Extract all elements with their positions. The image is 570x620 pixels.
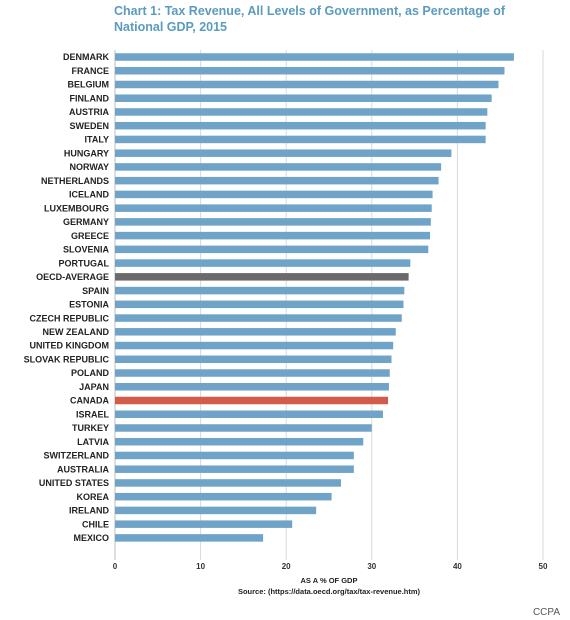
bar-denmark bbox=[115, 53, 514, 61]
bar-turkey bbox=[115, 424, 372, 432]
category-label: FRANCE bbox=[72, 66, 110, 76]
bar-luxembourg bbox=[115, 204, 432, 212]
x-tick-label: 20 bbox=[282, 562, 291, 571]
bar-spain bbox=[115, 286, 405, 295]
category-label: SWEDEN bbox=[69, 121, 109, 131]
category-label: IRELAND bbox=[69, 506, 109, 516]
x-tick-label: 0 bbox=[113, 562, 118, 571]
category-label: NETHERLANDS bbox=[41, 176, 109, 186]
category-label: GERMANY bbox=[63, 217, 109, 227]
category-label: LUXEMBOURG bbox=[44, 203, 109, 213]
x-axis-title: AS A % OF GDP bbox=[301, 576, 358, 585]
category-label: NEW ZEALAND bbox=[43, 327, 110, 337]
category-label: CHILE bbox=[82, 519, 109, 529]
bar-united-kingdom bbox=[115, 341, 394, 350]
source-note: Source: (https://data.oecd.org/tax/tax-r… bbox=[238, 587, 421, 596]
bar-canada bbox=[115, 396, 389, 405]
bar-ireland bbox=[115, 506, 317, 515]
category-label: GREECE bbox=[71, 231, 109, 241]
category-label: UNITED KINGDOM bbox=[30, 341, 110, 351]
bar-switzerland bbox=[115, 451, 354, 460]
category-label: BELGIUM bbox=[68, 80, 110, 90]
category-label: CZECH REPUBLIC bbox=[29, 313, 109, 323]
bar-france bbox=[115, 66, 505, 75]
category-label: UNITED STATES bbox=[39, 478, 109, 488]
bar-hungary bbox=[115, 149, 452, 157]
x-tick-label: 40 bbox=[453, 562, 462, 571]
bar-germany bbox=[115, 218, 431, 226]
category-label: NORWAY bbox=[69, 162, 109, 172]
x-tick-label: 50 bbox=[539, 562, 548, 571]
bar-japan bbox=[115, 383, 389, 391]
bar-korea bbox=[115, 492, 332, 501]
bar-italy bbox=[115, 135, 486, 144]
bar-slovak-republic bbox=[115, 355, 392, 364]
category-label: ESTONIA bbox=[69, 300, 109, 310]
bar-new-zealand bbox=[115, 328, 396, 336]
category-label: MEXICO bbox=[73, 533, 109, 543]
category-label: FINLAND bbox=[70, 93, 110, 103]
category-label: TURKEY bbox=[72, 423, 109, 433]
bar-estonia bbox=[115, 300, 404, 309]
bar-united-states bbox=[115, 479, 341, 487]
bar-sweden bbox=[115, 121, 486, 130]
x-tick-label: 10 bbox=[196, 562, 205, 571]
bar-finland bbox=[115, 94, 492, 102]
bar-czech-republic bbox=[115, 314, 402, 322]
category-label: OECD-AVERAGE bbox=[36, 272, 109, 282]
category-label: ITALY bbox=[84, 135, 109, 145]
bar-mexico bbox=[115, 534, 264, 542]
x-tick-labels: 0 10 20 30 40 50 bbox=[113, 562, 548, 571]
category-label: ISRAEL bbox=[76, 409, 110, 419]
bar-portugal bbox=[115, 259, 411, 267]
category-label: SWITZERLAND bbox=[44, 451, 110, 461]
bar-slovenia bbox=[115, 245, 429, 254]
bars bbox=[115, 53, 514, 542]
bar-greece bbox=[115, 231, 431, 240]
category-label: DENMARK bbox=[63, 52, 109, 62]
bar-chile bbox=[115, 520, 293, 528]
category-labels: DENMARK FRANCE BELGIUM FINLAND AUSTRIA SWEDEN… bbox=[24, 52, 110, 543]
bar-austria bbox=[115, 108, 488, 116]
category-label: CANADA bbox=[70, 396, 109, 406]
bar-iceland bbox=[115, 190, 433, 199]
chart-title: Chart 1: Tax Revenue, All Levels of Gove… bbox=[114, 4, 506, 34]
category-label: SPAIN bbox=[82, 286, 109, 296]
category-label: KOREA bbox=[76, 492, 109, 502]
bar-latvia bbox=[115, 437, 364, 446]
category-label: JAPAN bbox=[79, 382, 109, 392]
category-label: POLAND bbox=[71, 368, 110, 378]
category-label: HUNGARY bbox=[64, 148, 109, 158]
credit-label: CCPA bbox=[532, 607, 560, 618]
bar-australia bbox=[115, 465, 354, 473]
x-tick-label: 30 bbox=[367, 562, 376, 571]
category-label: AUSTRIA bbox=[69, 107, 109, 117]
category-label: PORTUGAL bbox=[59, 258, 110, 268]
bar-poland bbox=[115, 369, 390, 377]
category-label: SLOVAK REPUBLIC bbox=[24, 354, 110, 364]
category-label: ICELAND bbox=[69, 190, 109, 200]
category-label: LATVIA bbox=[77, 437, 109, 447]
bar-belgium bbox=[115, 80, 499, 89]
bar-oecd-average bbox=[115, 273, 409, 281]
category-label: AUSTRALIA bbox=[57, 464, 109, 474]
bar-israel bbox=[115, 410, 383, 418]
bar-netherlands bbox=[115, 176, 439, 185]
bar-norway bbox=[115, 163, 442, 171]
category-label: SLOVENIA bbox=[63, 245, 110, 255]
